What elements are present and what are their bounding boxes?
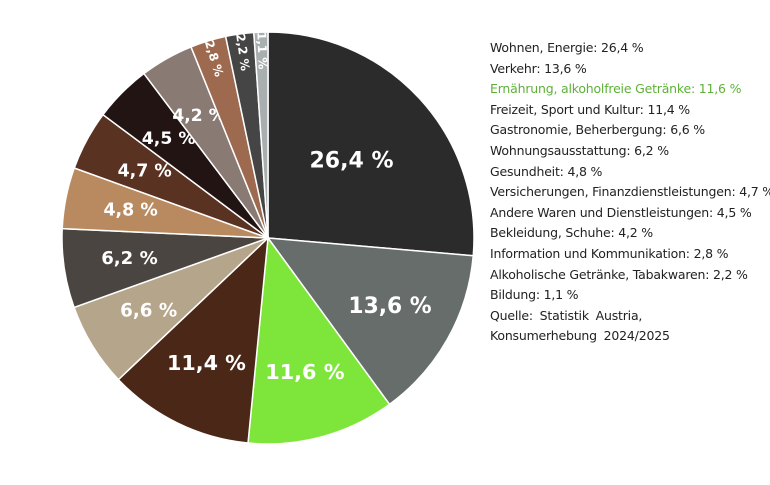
data-label: 13,6 %: [348, 294, 431, 319]
pie-slice: [267, 31, 475, 257]
pie-slice: [117, 236, 269, 444]
data-label: 11,6 %: [265, 360, 345, 384]
legend-entry: Versicherungen, Finanzdienstleistungen: …: [490, 184, 770, 200]
data-label: 26,4 %: [310, 148, 394, 173]
legend-entry: Freizeit, Sport und Kultur: 11,4 %: [490, 101, 690, 117]
legend-entry: Information und Kommunikation: 2,8 %: [490, 245, 729, 261]
legend-entry: Alkoholische Getränke, Tabakwaren: 2,2 %: [490, 266, 748, 282]
legend-entry: Andere Waren und Dienstleistungen: 4,5 %: [490, 204, 752, 220]
legend-entry: Ernährung, alkoholfreie Getränke: 11,6 %: [490, 81, 742, 97]
source: Quelle: Statistik Austria, Konsumerhebun…: [490, 307, 670, 344]
pie-slice: [247, 235, 391, 445]
data-label: 2,2 %: [233, 33, 252, 72]
data-label: 4,8 %: [103, 201, 157, 221]
data-label: 4,7 %: [118, 162, 172, 182]
legend-entry: Wohnungsausstattung: 6,2 %: [490, 142, 669, 158]
legend-entry: Gesundheit: 4,8 %: [490, 163, 603, 179]
pie-slice: [266, 237, 475, 406]
legend-entry: Bekleidung, Schuhe: 4,2 %: [490, 225, 653, 241]
data-label: 6,2 %: [101, 248, 157, 269]
data-label: 1,1 %: [254, 32, 269, 70]
data-label: 6,6 %: [120, 300, 177, 321]
data-label: 11,4 %: [167, 351, 246, 375]
pie-slice: [252, 31, 269, 239]
data-label: 4,5 %: [142, 129, 196, 149]
data-label: 4,2 %: [172, 106, 225, 126]
legend-entry: Bildung: 1,1 %: [490, 287, 579, 303]
chart: 26,4 % 13,6 % 11,6 % 11,4 % 6,6 % 6,2 % 4,8 % 4…: [61, 31, 475, 445]
legend: Wohnen, Energie: 26,4 % Verkehr: 13,6 % Er…: [490, 38, 770, 347]
legend-entry: Verkehr: 13,6 %: [490, 60, 587, 76]
legend-entry: Wohnen, Energie: 26,4 %: [490, 40, 644, 55]
legend-entry: Gastronomie, Beherbergung: 6,6 %: [490, 122, 705, 138]
